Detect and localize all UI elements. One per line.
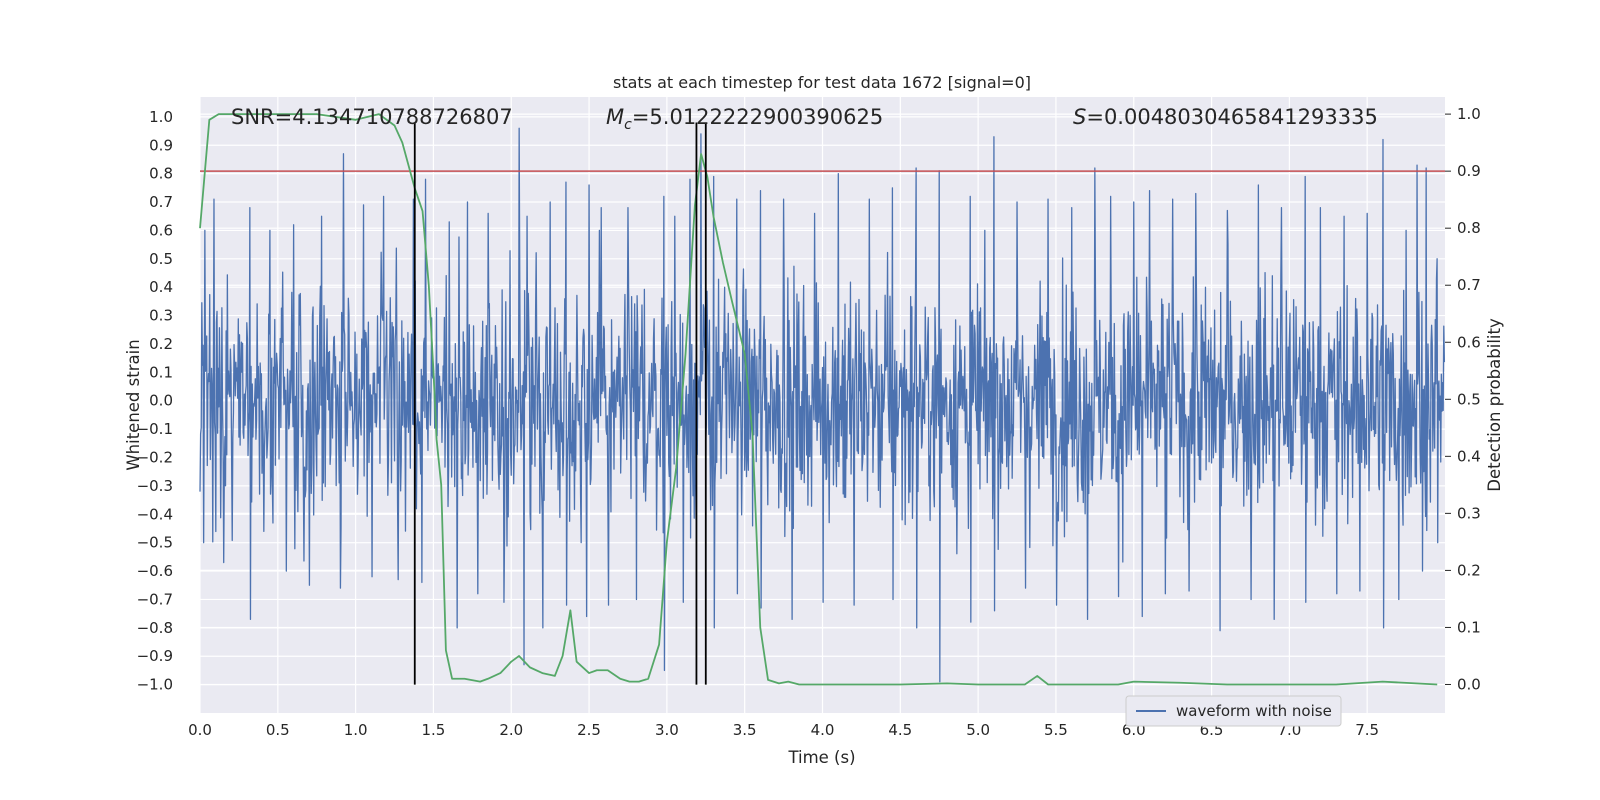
score-value: =0.0048030465841293335 [1086, 105, 1378, 129]
y-tick-label: −0.6 [137, 562, 173, 580]
y-tick-label: 0.0 [149, 392, 173, 410]
chirp-mass-symbol: M [606, 105, 624, 129]
x-tick-label: 0.5 [266, 721, 290, 739]
y-tick-label: 0.4 [149, 278, 173, 296]
y2-tick-label: 0.9 [1457, 162, 1481, 180]
y2-axis-ticks: 1.0 0.9 0.8 0.7 0.6 0.5 0.4 0.3 0.2 0.1 0.0 [1445, 105, 1481, 693]
y2-axis-label: Detection probability [1485, 318, 1504, 492]
x-tick-label: 4.5 [888, 721, 912, 739]
legend: waveform with noise [1125, 695, 1342, 727]
x-axis-ticks: 0.0 0.5 1.0 1.5 2.0 2.5 3.0 3.5 4.0 4.5 5.0 5.5 6.0 6… [188, 721, 1379, 739]
y2-tick-label: 0.0 [1457, 675, 1481, 693]
x-tick-label: 3.5 [733, 721, 757, 739]
y2-tick-label: 0.3 [1457, 504, 1481, 522]
waveform-line [199, 127, 1446, 683]
y-tick-label: −0.5 [137, 534, 173, 552]
x-tick-label: 4.0 [811, 721, 835, 739]
x-tick-label: 2.0 [499, 721, 523, 739]
y-tick-label: 0.3 [149, 307, 173, 325]
score-symbol: S [1073, 105, 1086, 129]
y-tick-label: −1.0 [137, 676, 173, 694]
chirp-mass-value: =5.0122222900390625 [632, 105, 883, 129]
y2-tick-label: 0.8 [1457, 219, 1481, 237]
y2-tick-label: 0.2 [1457, 561, 1481, 579]
chart-title: stats at each timestep for test data 167… [613, 73, 1031, 92]
legend-waveform-label: waveform with noise [1176, 702, 1332, 720]
x-tick-label: 5.5 [1044, 721, 1068, 739]
x-tick-label: 1.0 [344, 721, 368, 739]
probability-line [199, 113, 1438, 686]
y-tick-label: −0.8 [137, 619, 173, 637]
y-tick-label: −0.4 [137, 505, 173, 523]
x-tick-label: 2.5 [577, 721, 601, 739]
y2-tick-label: 0.7 [1457, 276, 1481, 294]
y2-tick-label: 0.6 [1457, 333, 1481, 351]
y-tick-label: 0.5 [149, 250, 173, 268]
x-tick-label: 3.0 [655, 721, 679, 739]
y2-tick-label: 0.4 [1457, 447, 1481, 465]
y-tick-label: −0.2 [137, 449, 173, 467]
waveform-series [199, 127, 1446, 683]
y-axis-ticks: 1.0 0.9 0.8 0.7 0.6 0.5 0.4 0.3 0.2 0.1 0.0 −0.1 −0.… [137, 108, 173, 694]
y-tick-label: 0.6 [149, 221, 173, 239]
y-tick-label: 0.9 [149, 136, 173, 154]
score-annotation: S=0.0048030465841293335 [1073, 105, 1378, 129]
detection-probability-series [199, 113, 1445, 686]
legend-box [1125, 695, 1342, 727]
x-axis-label: Time (s) [787, 748, 855, 767]
y-tick-label: 0.7 [149, 193, 173, 211]
x-tick-label: 0.0 [188, 721, 212, 739]
snr-annotation: SNR=4.134710788726807 [231, 105, 513, 129]
x-tick-label: 7.5 [1355, 721, 1379, 739]
y-tick-label: −0.7 [137, 590, 173, 608]
y-tick-label: 0.1 [149, 363, 173, 381]
event-lines [413, 122, 707, 685]
y-tick-label: 1.0 [149, 108, 173, 126]
y2-tick-label: 0.1 [1457, 618, 1481, 636]
chirp-mass-subscript: c [624, 117, 632, 133]
y-tick-label: −0.9 [137, 647, 173, 665]
chirp-mass-annotation: Mc=5.0122222900390625 [606, 105, 883, 133]
x-tick-label: 5.0 [966, 721, 990, 739]
y-axis-label: Whitened strain [124, 339, 143, 470]
y-tick-label: 0.2 [149, 335, 173, 353]
y-tick-label: −0.3 [137, 477, 173, 495]
y-tick-label: 0.8 [149, 165, 173, 183]
y2-tick-label: 0.5 [1457, 390, 1481, 408]
x-tick-label: 1.5 [422, 721, 446, 739]
y-tick-label: −0.1 [137, 420, 173, 438]
y2-tick-label: 1.0 [1457, 105, 1481, 123]
